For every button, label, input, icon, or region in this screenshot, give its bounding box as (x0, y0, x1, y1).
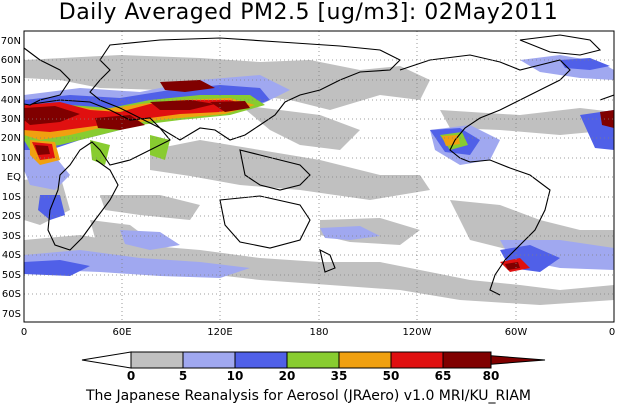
map-frame (23, 30, 615, 323)
lat-label: 40S (2, 250, 21, 261)
lat-label: 70N (1, 36, 21, 47)
lon-labels: 0 60E 120E 180 120W 60W 0 (21, 327, 615, 338)
colorbar-tick: 5 (179, 369, 187, 383)
lon-label: 180 (309, 327, 328, 338)
lat-label: 50N (1, 75, 21, 86)
colorbar-seg-0 (81, 351, 132, 369)
footer-credit: The Japanese Reanalysis for Aerosol (JRA… (85, 388, 532, 404)
lat-label: 30S (2, 231, 21, 242)
pm25-field (24, 34, 614, 305)
colorbar-tick: 10 (227, 369, 244, 383)
grid-lines (24, 31, 614, 322)
lat-label: 10S (2, 192, 21, 203)
colorbar-seg-5 (338, 351, 392, 369)
colorbar-tick: 35 (331, 369, 348, 383)
colorbar-seg-2 (182, 351, 236, 369)
colorbar-tick: 80 (483, 369, 500, 383)
colorbar-seg-3 (234, 351, 288, 369)
colorbar-seg-4 (286, 351, 340, 369)
colorbar-seg-7b (442, 351, 492, 369)
lat-label: 60N (1, 55, 21, 66)
lat-label: 30N (1, 114, 21, 125)
lat-label: 50S (2, 270, 21, 281)
lon-label: 60W (505, 327, 528, 338)
lat-labels: 70N 60N 50N 40N 30N 20N 10N EQ 10S 20S 3… (1, 36, 21, 320)
lat-label: 40N (1, 95, 21, 106)
lat-label: 60S (2, 289, 21, 300)
lon-label: 0 (21, 327, 27, 338)
map-title: Daily Averaged PM2.5 [ug/m3]: 02May2011 (58, 0, 559, 25)
lon-label: 120E (207, 327, 232, 338)
lat-label: 20S (2, 211, 21, 222)
lat-label: 70S (2, 309, 21, 320)
colorbar: 0 5 10 20 35 50 65 80 (81, 351, 546, 383)
colorbar-tick: 0 (127, 369, 135, 383)
colorbar-tick: 65 (435, 369, 452, 383)
lat-label: 10N (1, 153, 21, 164)
lon-label: 120W (403, 327, 432, 338)
coastlines (24, 34, 614, 296)
lat-label: 20N (1, 133, 21, 144)
colorbar-seg-6 (390, 351, 444, 369)
colorbar-seg-1 (130, 351, 184, 369)
colorbar-tick: 50 (383, 369, 400, 383)
lat-label: EQ (7, 172, 21, 183)
colorbar-tick: 20 (279, 369, 296, 383)
lon-label: 60E (112, 327, 131, 338)
lon-label: 0 (609, 327, 615, 338)
